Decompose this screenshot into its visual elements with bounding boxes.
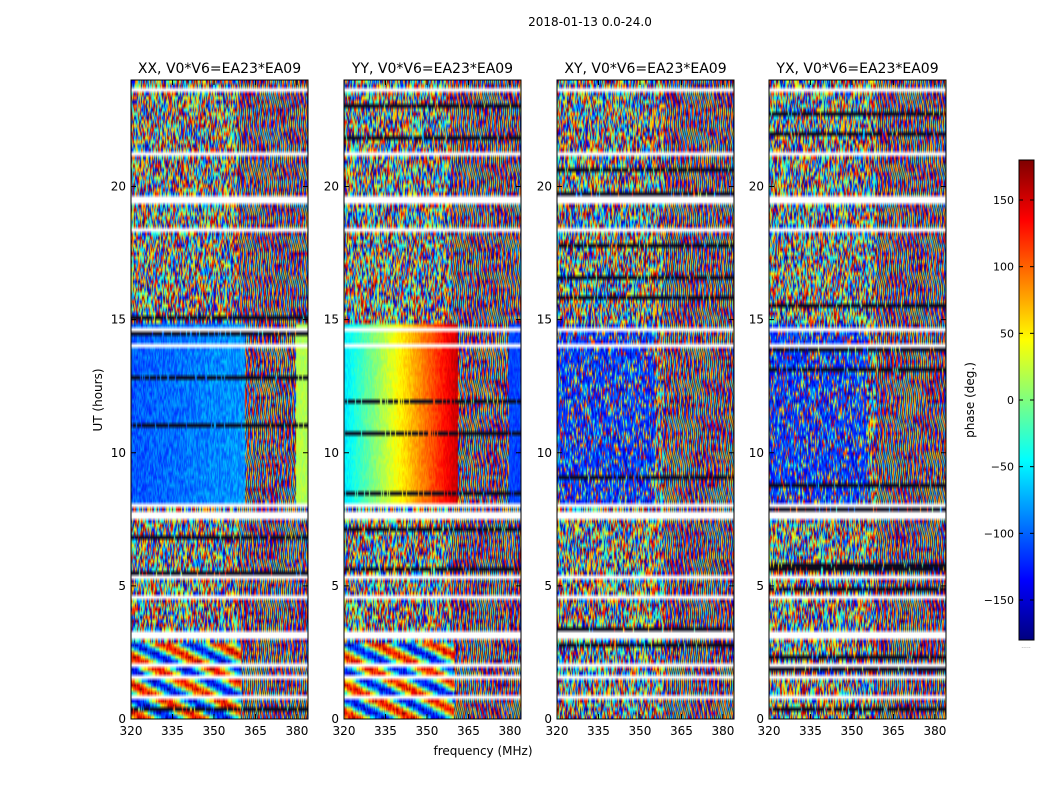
x-tick-label: 320 xyxy=(333,724,356,738)
y-tick-label: 0 xyxy=(756,712,764,726)
y-tick-label: 15 xyxy=(537,313,552,327)
y-tick-label: 15 xyxy=(111,313,126,327)
x-tick-label: 365 xyxy=(457,724,480,738)
colorbar-ticks: 150 100 50 0 −50 −100 −150 xyxy=(984,194,1034,607)
x-tick-label: 335 xyxy=(799,724,822,738)
x-tick-label: 320 xyxy=(758,724,781,738)
colorbar-label: phase (deg.) xyxy=(963,362,977,438)
x-tick-label: 350 xyxy=(629,724,652,738)
colorbar: 150 100 50 0 −50 −100 −150 phase (deg.) ..... xyxy=(963,159,1035,650)
x-tick-label: 365 xyxy=(244,724,267,738)
x-tick-label: 350 xyxy=(203,724,226,738)
panel-frame xyxy=(768,79,947,720)
x-tick-label: 380 xyxy=(285,724,308,738)
y-tick-label: 5 xyxy=(544,579,552,593)
x-tick-label: 350 xyxy=(841,724,864,738)
panel-heatmap-image xyxy=(344,80,521,719)
y-tick-label: 5 xyxy=(118,579,126,593)
y-tick-label: 0 xyxy=(544,712,552,726)
colorbar-footnote: ..... xyxy=(1021,643,1031,650)
panel-title: YY, V0*V6=EA23*EA09 xyxy=(351,61,513,77)
colorbar-tick-label: −100 xyxy=(984,527,1014,540)
y-tick-label: 20 xyxy=(749,180,764,194)
x-tick-label: 380 xyxy=(498,724,521,738)
colorbar-fill xyxy=(1019,160,1034,640)
y-tick-label: 20 xyxy=(324,180,339,194)
y-tick-label: 5 xyxy=(756,579,764,593)
panel-frame xyxy=(130,79,309,720)
x-tick-label: 380 xyxy=(711,724,734,738)
x-tick-label: 365 xyxy=(670,724,693,738)
colorbar-tick-label: 150 xyxy=(993,194,1014,207)
colorbar-tick-label: 50 xyxy=(1000,327,1014,340)
colorbar-tick-label: −50 xyxy=(991,461,1014,474)
colorbar-tick-label: 100 xyxy=(993,261,1014,274)
y-tick-label: 10 xyxy=(324,446,339,460)
y-tick-label: 10 xyxy=(537,446,552,460)
y-tick-label: 0 xyxy=(331,712,339,726)
y-tick-label: 20 xyxy=(537,180,552,194)
x-axis-label: frequency (MHz) xyxy=(433,744,532,758)
y-axis-label: UT (hours) xyxy=(91,368,105,431)
panel-3: XY, V0*V6=EA23*EA09 320 335 350 365 380 0 5 10 15… xyxy=(537,61,735,738)
colorbar-tick-label: −150 xyxy=(984,594,1014,607)
x-tick-label: 320 xyxy=(546,724,569,738)
panel-title: YX, V0*V6=EA23*EA09 xyxy=(775,61,938,77)
panel-4: YX, V0*V6=EA23*EA09 320 335 350 365 380 0 5 10 15… xyxy=(749,61,947,738)
panels-group: XX, V0*V6=EA23*EA09 320 335 350 365 380 0 5 10 15… xyxy=(111,61,947,738)
x-tick-label: 335 xyxy=(587,724,610,738)
panel-heatmap-image xyxy=(557,80,734,719)
y-tick-label: 20 xyxy=(111,180,126,194)
x-tick-label: 320 xyxy=(120,724,143,738)
y-tick-label: 5 xyxy=(331,579,339,593)
colorbar-tick-label: 0 xyxy=(1007,394,1014,407)
panel-2: YY, V0*V6=EA23*EA09 320 335 350 365 380 0 5 10 15… xyxy=(324,61,522,738)
x-tick-label: 365 xyxy=(882,724,905,738)
figure-suptitle: 2018-01-13 0.0-24.0 xyxy=(528,15,652,29)
panel-frame xyxy=(556,79,735,720)
panel-heatmap-image xyxy=(769,80,946,719)
y-tick-label: 15 xyxy=(324,313,339,327)
panel-title: XX, V0*V6=EA23*EA09 xyxy=(138,61,301,77)
panel-frame xyxy=(343,79,522,720)
x-tick-label: 350 xyxy=(416,724,439,738)
panel-1: XX, V0*V6=EA23*EA09 320 335 350 365 380 0 5 10 15… xyxy=(111,61,309,738)
x-tick-label: 335 xyxy=(374,724,397,738)
y-tick-label: 10 xyxy=(749,446,764,460)
x-tick-label: 380 xyxy=(923,724,946,738)
panel-heatmap-image xyxy=(131,80,308,719)
x-tick-label: 335 xyxy=(161,724,184,738)
y-tick-label: 15 xyxy=(749,313,764,327)
y-tick-label: 0 xyxy=(118,712,126,726)
y-tick-label: 10 xyxy=(111,446,126,460)
panel-title: XY, V0*V6=EA23*EA09 xyxy=(564,61,726,77)
